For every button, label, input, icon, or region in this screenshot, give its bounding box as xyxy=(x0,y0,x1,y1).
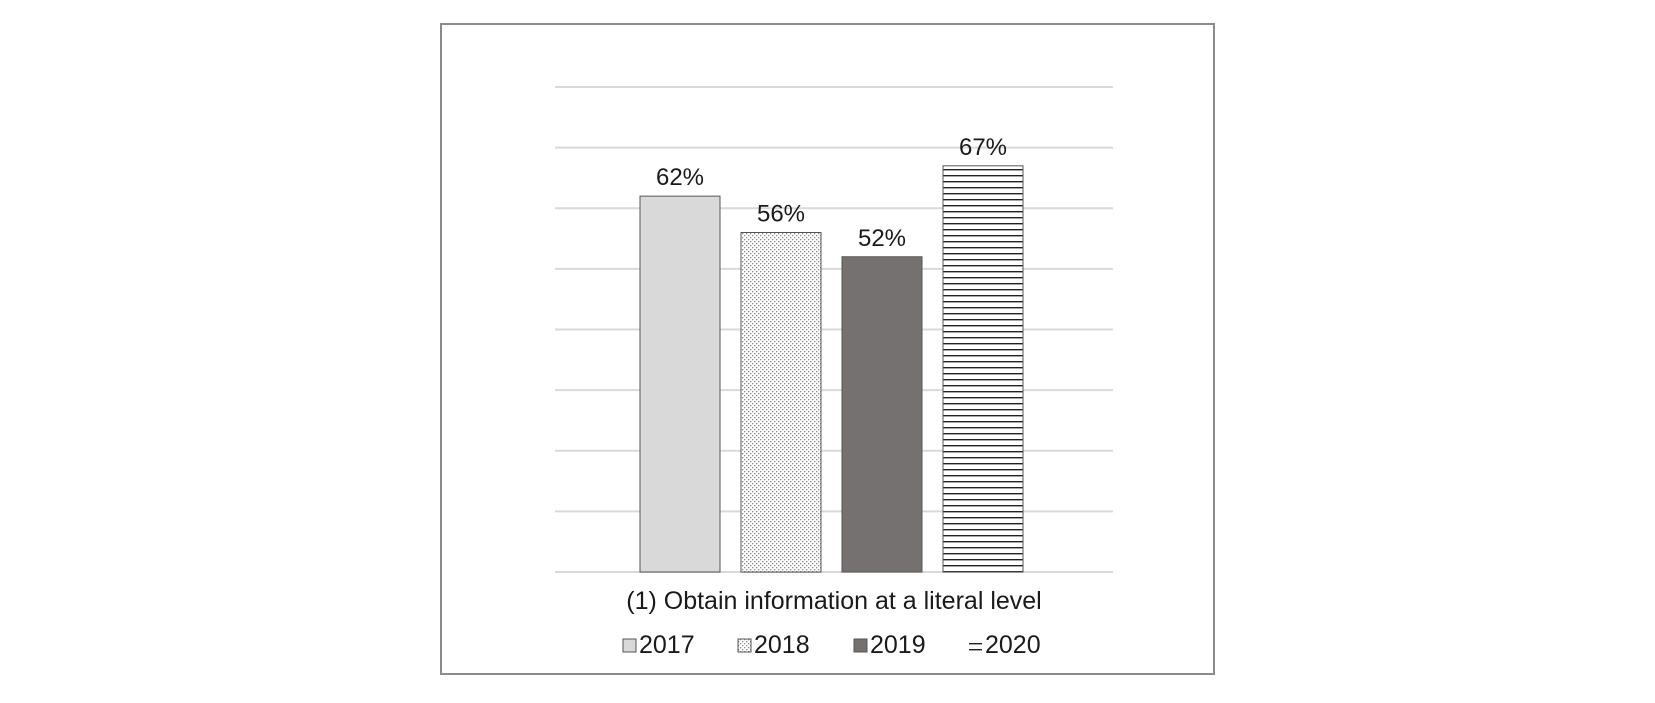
legend-label-2018: 2018 xyxy=(754,631,810,659)
data-labels: 62% 56% 52% 67% xyxy=(656,134,1007,252)
bar-2020 xyxy=(942,165,1024,573)
bar-chart: 62% 56% 52% 67% (1) Obtain information at a… xyxy=(555,86,1113,659)
bar-2019 xyxy=(841,256,923,573)
bars xyxy=(639,165,1024,573)
legend-swatch-2018 xyxy=(737,638,752,653)
legend-label-2020: 2020 xyxy=(985,631,1041,659)
gridlines xyxy=(555,86,1113,573)
legend-swatch-2017 xyxy=(622,638,637,653)
legend-label-2019: 2019 xyxy=(870,631,926,659)
category-label: (1) Obtain information at a literal leve… xyxy=(626,587,1041,615)
legend: 2017 2018 2019 2020 xyxy=(622,631,1041,659)
bar-2018 xyxy=(740,232,822,573)
legend-swatch-2020 xyxy=(969,639,982,652)
chart-frame: 62% 56% 52% 67% (1) Obtain information at a… xyxy=(440,23,1215,675)
data-label-2019: 52% xyxy=(858,225,906,252)
data-label-2017: 62% xyxy=(656,164,704,191)
data-label-2020: 67% xyxy=(959,134,1007,161)
data-label-2018: 56% xyxy=(757,201,805,228)
legend-label-2017: 2017 xyxy=(639,631,695,659)
legend-swatch-2019 xyxy=(853,638,868,653)
bar-2017 xyxy=(639,195,721,573)
